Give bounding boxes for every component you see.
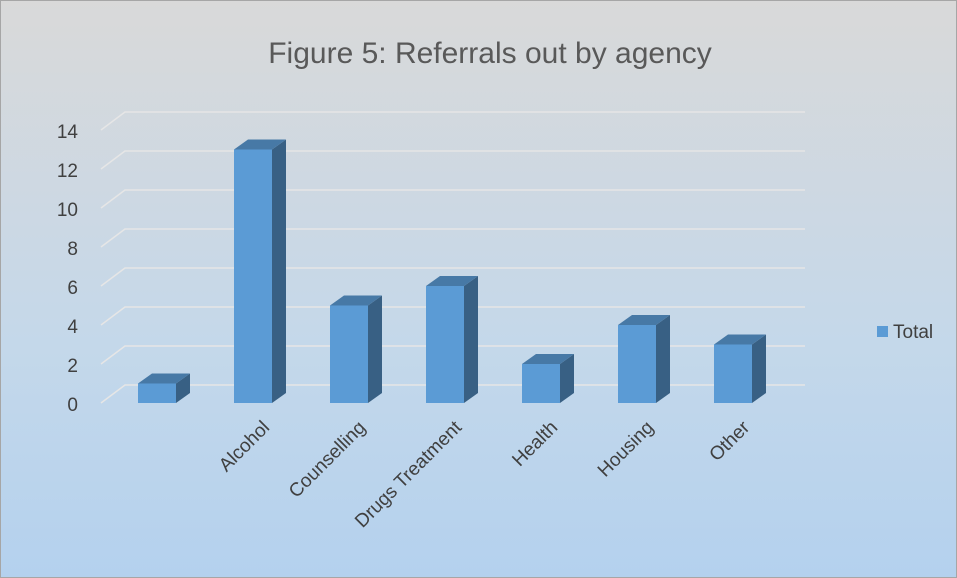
- grid-line: [100, 384, 805, 404]
- bar-top: [522, 354, 574, 364]
- y-tick-label: 2: [67, 356, 78, 377]
- y-tick-label: 4: [67, 317, 78, 338]
- bar-side: [368, 295, 382, 403]
- bar: [426, 286, 464, 403]
- grid-line: [100, 189, 805, 209]
- bar-top: [138, 373, 190, 384]
- bar: [714, 344, 752, 403]
- y-tick-label: 6: [67, 278, 78, 299]
- grid-line: [100, 306, 805, 326]
- grid-line: [100, 228, 805, 248]
- bar-top: [234, 139, 286, 150]
- grid-line: [100, 111, 805, 131]
- bar: [138, 383, 176, 403]
- legend-swatch: [877, 326, 888, 337]
- bar-top: [426, 276, 478, 286]
- bar-top: [330, 295, 382, 306]
- bar-top: [618, 315, 670, 325]
- bar: [522, 364, 560, 403]
- grid-line: [100, 345, 805, 365]
- bar: [618, 325, 656, 403]
- bar-top: [714, 334, 766, 345]
- grid-line: [100, 150, 805, 170]
- y-tick-label: 0: [67, 395, 78, 416]
- bar-side: [752, 334, 766, 403]
- y-tick-label: 14: [57, 122, 79, 143]
- bar-side: [656, 315, 670, 403]
- bar: [234, 149, 272, 403]
- bar-side: [176, 373, 190, 403]
- chart-title: Figure 5: Referrals out by agency: [268, 37, 712, 70]
- y-tick-label: 8: [67, 239, 78, 260]
- y-tick-label: 12: [57, 161, 78, 182]
- legend-label: Total: [893, 322, 933, 343]
- bar-side: [272, 139, 286, 403]
- bar: [330, 305, 368, 403]
- y-tick-label: 10: [57, 200, 78, 221]
- bar-side: [464, 276, 478, 403]
- grid-line: [100, 267, 805, 287]
- bar-side: [560, 354, 574, 403]
